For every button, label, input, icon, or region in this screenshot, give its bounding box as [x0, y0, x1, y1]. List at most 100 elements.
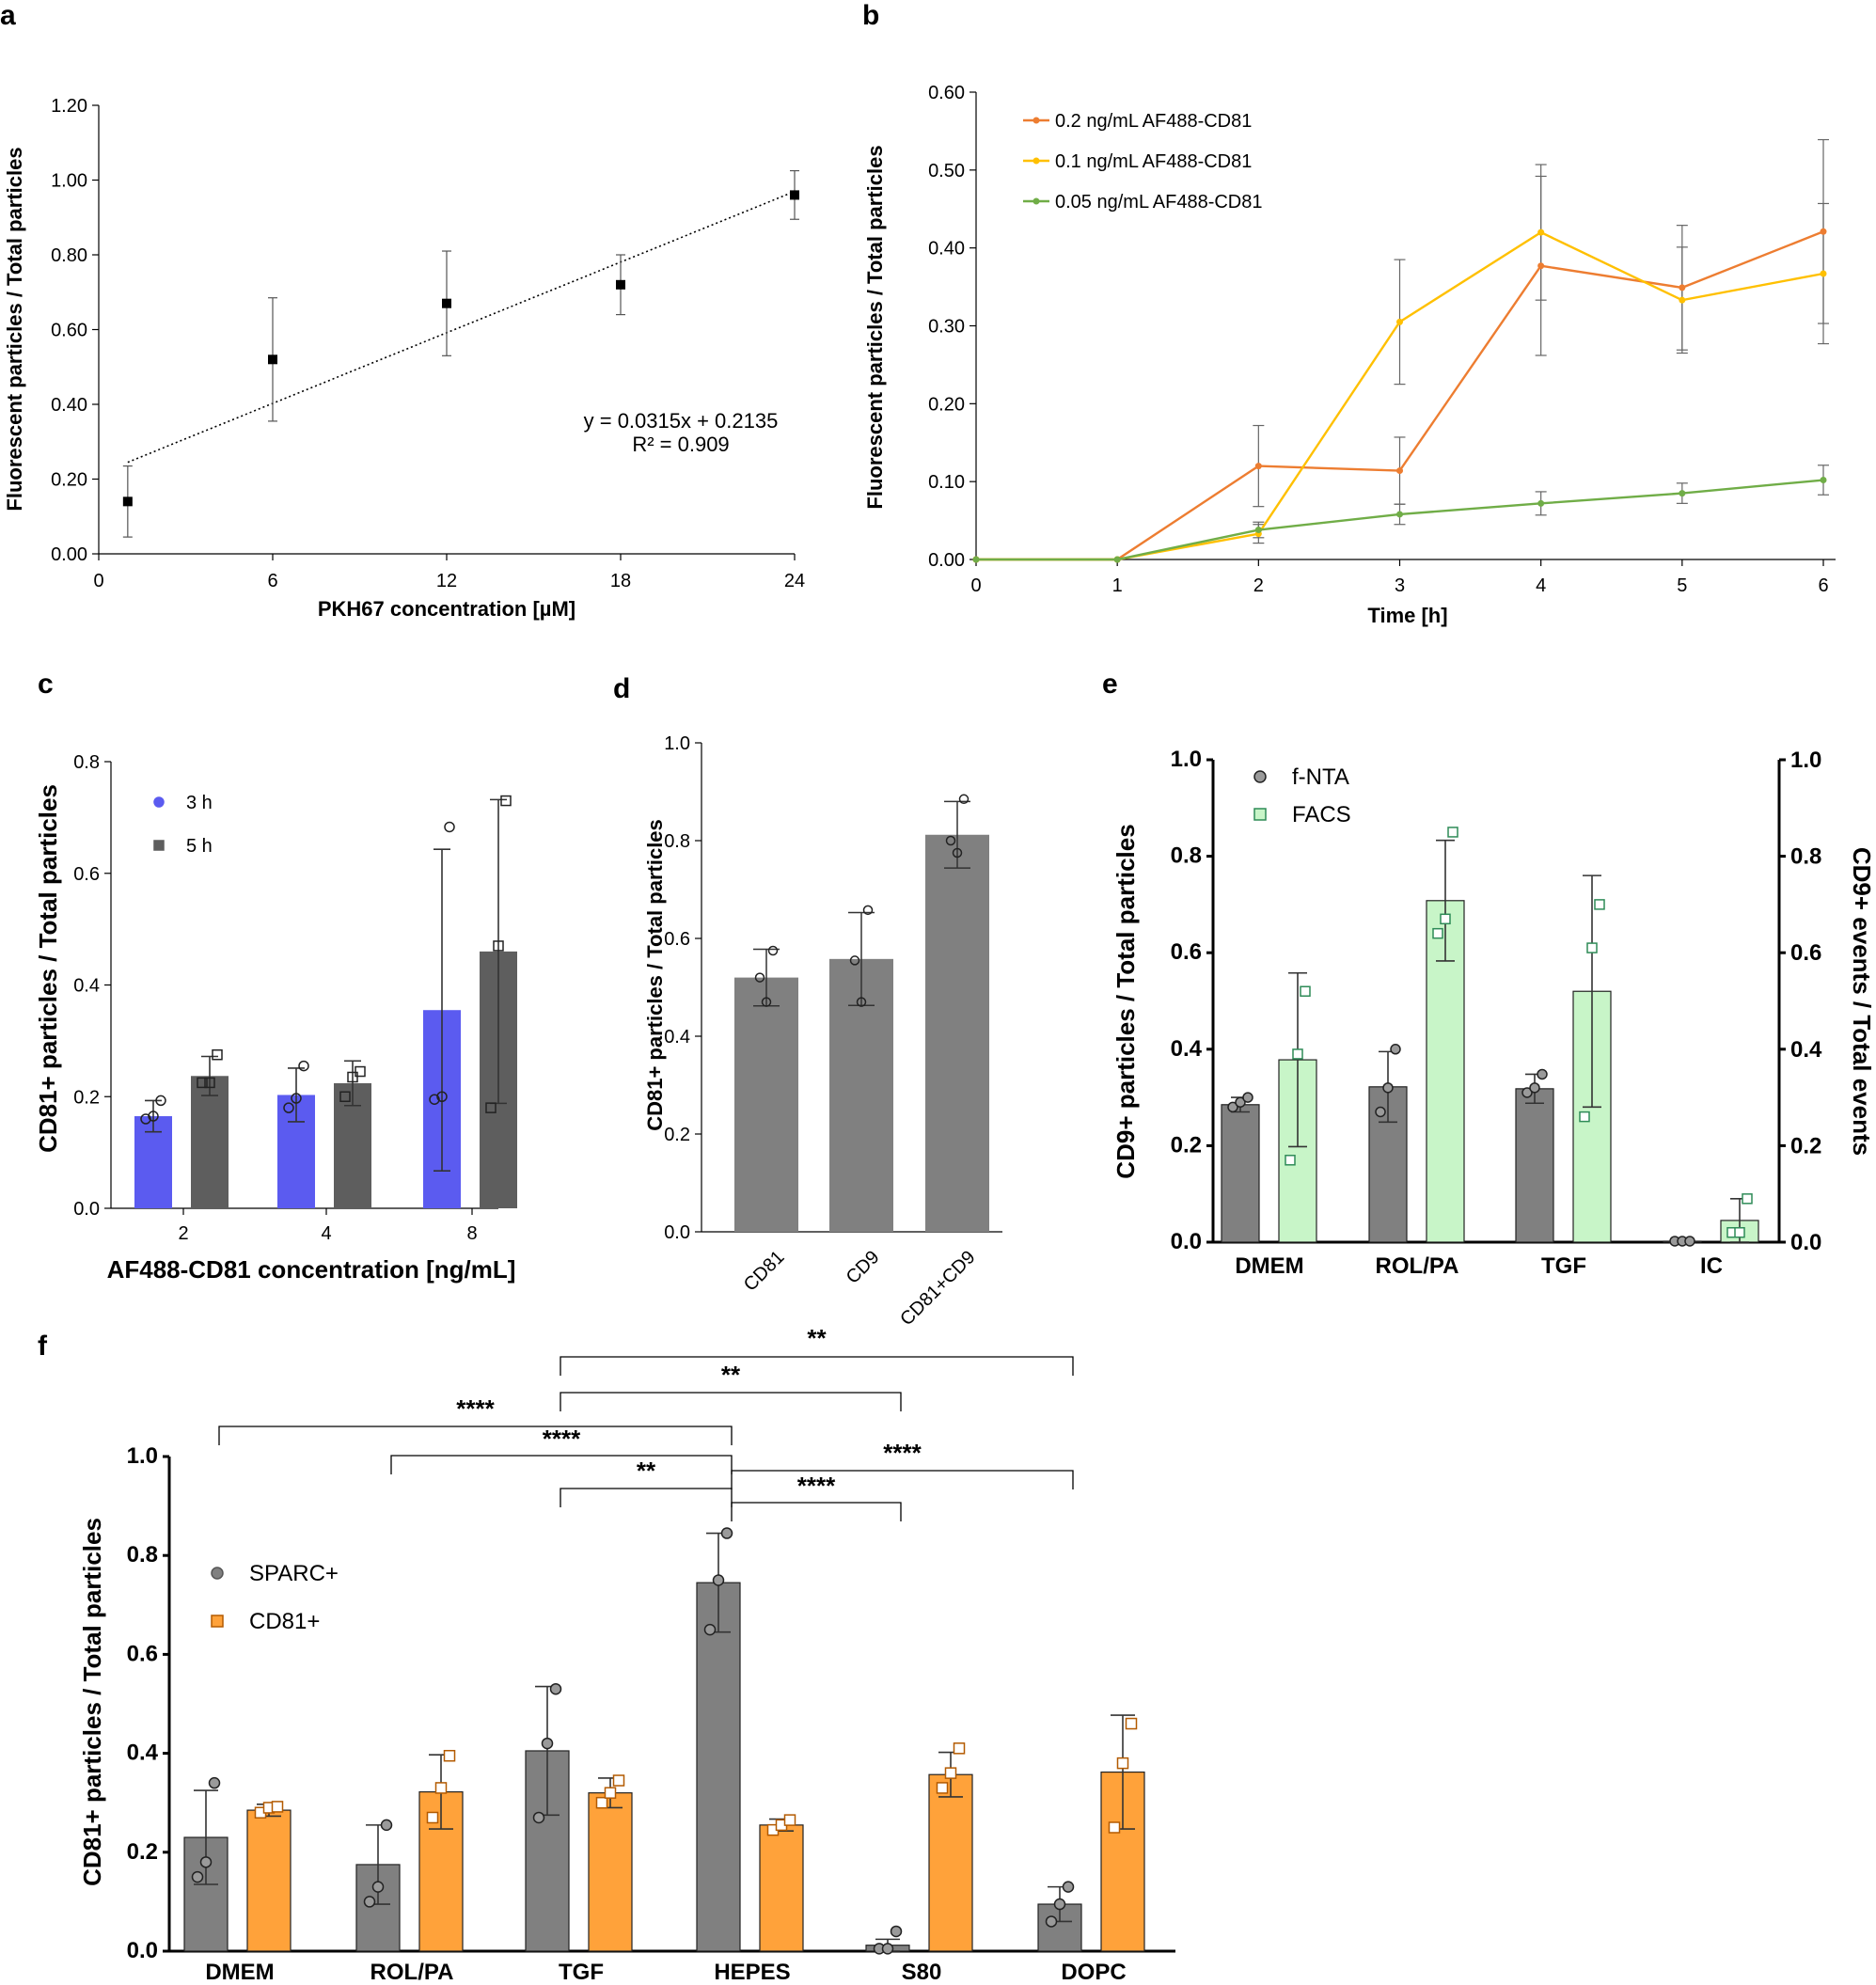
- b-x-tick-label: 0: [970, 575, 981, 596]
- f-significance-bracket: [390, 1455, 733, 1474]
- f-bar-1: [588, 1792, 633, 1952]
- f-data-point-1: [443, 1749, 456, 1762]
- c-legend-label-0: 3 h: [186, 793, 213, 813]
- e-y-tick-label: 0.0: [1171, 1229, 1202, 1254]
- e-data-point-1: [1579, 1111, 1590, 1123]
- e-y-tick-label: 0.8: [1171, 843, 1202, 869]
- d-data-point: [849, 955, 860, 966]
- e-data-point-1: [1432, 927, 1443, 939]
- c-data-point-1: [347, 1071, 358, 1083]
- b-series-point-0: [1396, 467, 1403, 475]
- e-y-tick-label-right: 0.6: [1790, 940, 1821, 966]
- f-significance-label: ****: [797, 1472, 836, 1500]
- a-data-point: [122, 496, 133, 507]
- e-y-tick-label-right: 0.8: [1790, 844, 1821, 870]
- f-significance-bracket: [731, 1502, 902, 1521]
- a-y-tick-label: 0.40: [51, 395, 87, 416]
- b-legend-label-2: 0.05 ng/mL AF488-CD81: [1055, 192, 1263, 213]
- d-y-axis-label: CD81+ particles / Total particles: [643, 819, 667, 1131]
- b-x-tick-label: 3: [1395, 575, 1405, 596]
- a-y-tick-label: 1.20: [51, 96, 87, 117]
- c-x-tick-label: 4: [321, 1223, 331, 1244]
- c-data-point-1: [212, 1048, 223, 1061]
- d-data-point: [754, 972, 765, 983]
- c-data-point-1: [493, 940, 504, 952]
- f-bar-1: [928, 1773, 973, 1952]
- a-data-point: [268, 354, 277, 365]
- f-significance-label: **: [807, 1324, 827, 1352]
- e-data-point-1: [1440, 913, 1451, 925]
- f-significance-label: ****: [456, 1394, 495, 1423]
- b-series-point-2: [972, 556, 980, 563]
- b-x-tick-label: 6: [1818, 575, 1828, 596]
- f-data-point-0: [363, 1896, 376, 1908]
- f-data-point-1: [271, 1801, 284, 1813]
- e-legend-marker-1: [1253, 808, 1267, 821]
- b-legend-label-0: 0.2 ng/mL AF488-CD81: [1055, 111, 1252, 132]
- c-data-point-0: [444, 821, 455, 833]
- f-data-point-0: [712, 1574, 725, 1586]
- b-series-point-2: [1113, 556, 1121, 563]
- e-legend-label-0: f-NTA: [1292, 764, 1349, 790]
- c-data-point-0: [283, 1102, 294, 1113]
- f-significance-bracket: [560, 1392, 902, 1411]
- f-data-point-0: [720, 1527, 733, 1539]
- b-x-axis-label: Time [h]: [1367, 604, 1447, 627]
- b-series-point-0: [1537, 262, 1545, 270]
- d-bar: [734, 977, 798, 1232]
- b-series-point-1: [1820, 270, 1827, 277]
- d-data-point: [958, 794, 970, 805]
- e-y-tick-label-right: 1.0: [1790, 748, 1821, 773]
- b-series-point-2: [1537, 499, 1545, 507]
- e-y-tick-label: 1.0: [1171, 747, 1202, 772]
- f-x-tick-label: DMEM: [205, 1960, 274, 1985]
- e-data-point-0: [1375, 1106, 1386, 1118]
- a-y-tick-label: 1.00: [51, 171, 87, 192]
- f-data-point-0: [380, 1819, 393, 1832]
- b-y-axis-label: Fluorescent particles / Total particles: [863, 145, 887, 509]
- c-legend-label-1: 5 h: [186, 836, 213, 857]
- c-data-point-0: [436, 1091, 448, 1102]
- b-series-point-0: [1254, 463, 1262, 470]
- f-y-tick-label: 1.0: [127, 1443, 158, 1469]
- f-x-tick-label: ROL/PA: [370, 1960, 454, 1985]
- a-y-tick-label: 0.00: [51, 544, 87, 565]
- panel-label-d: d: [613, 673, 630, 704]
- b-legend-marker-1: [1033, 157, 1040, 165]
- e-data-point-1: [1300, 985, 1311, 997]
- e-x-tick-label: ROL/PA: [1376, 1253, 1459, 1279]
- e-y-tick-label: 0.6: [1171, 939, 1202, 965]
- e-data-point-0: [1390, 1044, 1401, 1055]
- c-data-point-1: [500, 795, 512, 807]
- d-bar: [925, 834, 989, 1232]
- d-data-point: [862, 905, 874, 916]
- f-significance-label: **: [721, 1361, 741, 1389]
- c-y-tick-label: 0.6: [73, 864, 100, 885]
- c-data-point-0: [291, 1093, 302, 1104]
- b-legend-marker-0: [1033, 117, 1040, 124]
- e-data-point-1: [1734, 1226, 1745, 1238]
- e-y-tick-label-right: 0.4: [1790, 1037, 1822, 1063]
- f-data-point-1: [434, 1782, 448, 1794]
- e-data-point-0: [1382, 1082, 1394, 1094]
- f-x-tick-label: S80: [902, 1960, 942, 1985]
- f-data-point-0: [208, 1776, 221, 1789]
- c-legend-marker-1: [153, 840, 165, 851]
- e-data-point-0: [1521, 1087, 1533, 1098]
- b-x-tick-label: 1: [1112, 575, 1123, 596]
- chart-panel-d: 0.0 0.2 0.4 0.6 0.8 1.0 CD81 CD9 CD81+CD9 CD81+ p…: [643, 733, 1002, 1330]
- f-data-point-1: [944, 1767, 957, 1779]
- f-significance-label: **: [637, 1457, 656, 1485]
- panel-label-e: e: [1102, 669, 1118, 700]
- c-y-tick-label: 0.2: [73, 1087, 100, 1108]
- e-y-tick-label: 0.4: [1171, 1036, 1203, 1062]
- f-data-point-1: [936, 1782, 949, 1794]
- f-x-tick-label: DOPC: [1061, 1960, 1126, 1985]
- d-x-tick-label: CD9: [843, 1247, 884, 1288]
- f-data-point-1: [612, 1774, 625, 1787]
- f-x-tick-label: HEPES: [714, 1960, 790, 1985]
- e-data-point-1: [1285, 1155, 1296, 1166]
- e-data-point-1: [1292, 1048, 1303, 1060]
- panel-label-b: b: [862, 0, 879, 31]
- d-y-tick-label: 0.6: [664, 929, 690, 950]
